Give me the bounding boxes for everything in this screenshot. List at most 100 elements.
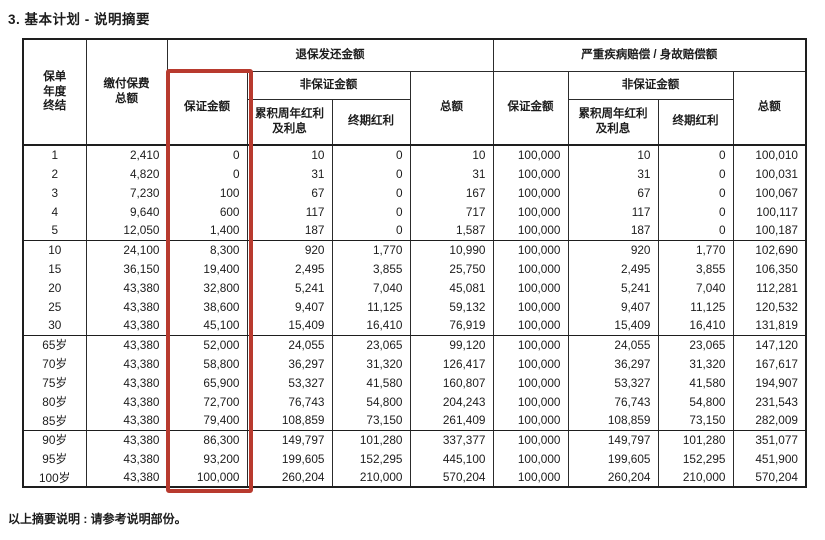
value-cell: 73,150 <box>331 411 411 431</box>
value-cell: 149,797 <box>246 430 333 449</box>
value-cell: 100,000 <box>492 297 569 316</box>
value-cell: 147,120 <box>732 335 807 354</box>
value-cell: 0 <box>166 145 248 164</box>
value-cell: 100,000 <box>492 145 569 164</box>
value-cell: 451,900 <box>732 449 807 468</box>
value-cell: 31 <box>409 164 494 183</box>
value-cell: 100,000 <box>492 240 569 259</box>
value-cell: 152,295 <box>331 449 411 468</box>
value-cell: 231,543 <box>732 392 807 411</box>
value-cell: 194,907 <box>732 373 807 392</box>
value-cell: 152,295 <box>657 449 734 468</box>
value-cell: 100,000 <box>492 392 569 411</box>
value-cell: 1,400 <box>166 221 248 241</box>
value-cell: 54,800 <box>331 392 411 411</box>
value-cell: 117 <box>246 202 333 221</box>
value-cell: 3,855 <box>657 259 734 278</box>
value-cell: 100,000 <box>492 468 569 488</box>
value-cell: 160,807 <box>409 373 494 392</box>
value-cell: 0 <box>657 145 734 164</box>
value-cell: 102,690 <box>732 240 807 259</box>
header-policy-year: 保单 年度 终结 <box>22 38 87 146</box>
value-cell: 10 <box>567 145 659 164</box>
table-row: 1 2,410 0 10 0 10 100,000 10 0 100,010 <box>22 145 807 164</box>
value-cell: 100,000 <box>492 221 569 241</box>
value-cell: 19,400 <box>166 259 248 278</box>
value-cell: 76,743 <box>246 392 333 411</box>
policy-year-cell: 80岁 <box>22 392 87 411</box>
value-cell: 261,409 <box>409 411 494 431</box>
value-cell: 52,000 <box>166 335 248 354</box>
value-cell: 120,532 <box>732 297 807 316</box>
value-cell: 100,000 <box>492 449 569 468</box>
value-cell: 100,000 <box>492 183 569 202</box>
value-cell: 600 <box>166 202 248 221</box>
policy-year-cell: 10 <box>22 240 87 259</box>
table-row: 25 43,380 38,600 9,407 11,125 59,132 100,000 9,… <box>22 297 807 316</box>
table-row: 20 43,380 32,800 5,241 7,040 45,081 100,000 5,2… <box>22 278 807 297</box>
policy-year-cell: 90岁 <box>22 430 87 449</box>
value-cell: 45,100 <box>166 316 248 336</box>
value-cell: 8,300 <box>166 240 248 259</box>
value-cell: 117 <box>567 202 659 221</box>
value-cell: 79,400 <box>166 411 248 431</box>
value-cell: 36,297 <box>246 354 333 373</box>
value-cell: 260,204 <box>246 468 333 488</box>
value-cell: 199,605 <box>567 449 659 468</box>
value-cell: 43,380 <box>85 297 168 316</box>
value-cell: 15,409 <box>567 316 659 336</box>
value-cell: 54,800 <box>657 392 734 411</box>
value-cell: 23,065 <box>331 335 411 354</box>
value-cell: 67 <box>567 183 659 202</box>
value-cell: 100,031 <box>732 164 807 183</box>
value-cell: 2,410 <box>85 145 168 164</box>
policy-year-cell: 85岁 <box>22 411 87 431</box>
value-cell: 9,640 <box>85 202 168 221</box>
value-cell: 100,000 <box>492 259 569 278</box>
policy-year-cell: 4 <box>22 202 87 221</box>
value-cell: 100,117 <box>732 202 807 221</box>
value-cell: 5,241 <box>246 278 333 297</box>
value-cell: 9,407 <box>567 297 659 316</box>
value-cell: 9,407 <box>246 297 333 316</box>
value-cell: 10 <box>409 145 494 164</box>
value-cell: 72,700 <box>166 392 248 411</box>
value-cell: 100,000 <box>492 164 569 183</box>
value-cell: 100,000 <box>492 354 569 373</box>
header-group-surrender-value: 退保发还金额 <box>166 38 494 72</box>
value-cell: 0 <box>331 164 411 183</box>
policy-year-cell: 15 <box>22 259 87 278</box>
table-row: 70岁 43,380 58,800 36,297 31,320 126,417 100,00… <box>22 354 807 373</box>
header-surrender-terminal-dividend: 终期红利 <box>331 98 411 146</box>
value-cell: 93,200 <box>166 449 248 468</box>
value-cell: 99,120 <box>409 335 494 354</box>
value-cell: 38,600 <box>166 297 248 316</box>
value-cell: 31 <box>246 164 333 183</box>
table-row: 95岁 43,380 93,200 199,605 152,295 445,100 100,… <box>22 449 807 468</box>
policy-year-cell: 20 <box>22 278 87 297</box>
value-cell: 59,132 <box>409 297 494 316</box>
value-cell: 7,040 <box>657 278 734 297</box>
value-cell: 36,297 <box>567 354 659 373</box>
table-row: 75岁 43,380 65,900 53,327 41,580 160,807 100,00… <box>22 373 807 392</box>
value-cell: 351,077 <box>732 430 807 449</box>
value-cell: 11,125 <box>657 297 734 316</box>
value-cell: 210,000 <box>331 468 411 488</box>
value-cell: 131,819 <box>732 316 807 336</box>
value-cell: 76,743 <box>567 392 659 411</box>
value-cell: 108,859 <box>246 411 333 431</box>
table-row: 3 7,230 100 67 0 167 100,000 67 0 100,067 <box>22 183 807 202</box>
value-cell: 210,000 <box>657 468 734 488</box>
value-cell: 31 <box>567 164 659 183</box>
value-cell: 53,327 <box>246 373 333 392</box>
table-row: 100岁 43,380 100,000 260,204 210,000 570,204 10… <box>22 468 807 488</box>
value-cell: 1,587 <box>409 221 494 241</box>
value-cell: 65,900 <box>166 373 248 392</box>
policy-year-cell: 5 <box>22 221 87 241</box>
value-cell: 24,055 <box>567 335 659 354</box>
policy-year-cell: 65岁 <box>22 335 87 354</box>
value-cell: 199,605 <box>246 449 333 468</box>
value-cell: 43,380 <box>85 354 168 373</box>
value-cell: 5,241 <box>567 278 659 297</box>
value-cell: 43,380 <box>85 373 168 392</box>
